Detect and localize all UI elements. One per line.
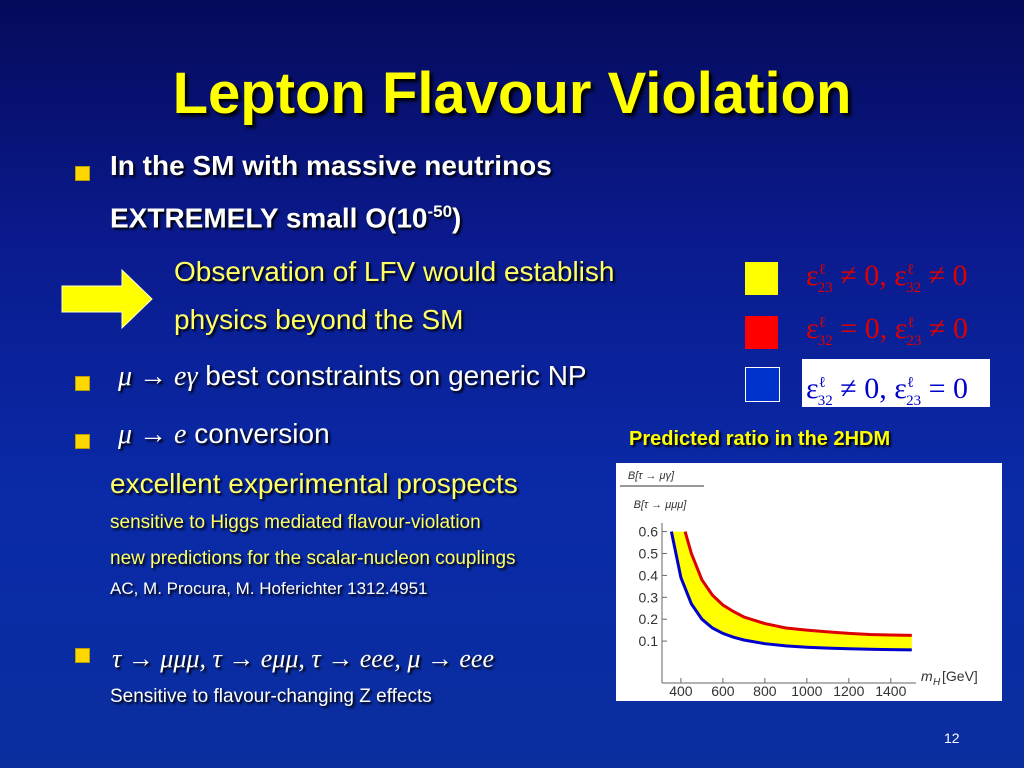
rel: ≠ 0, xyxy=(840,372,887,405)
bullet1-exponent: -50 xyxy=(427,202,453,221)
y-tick-label: 0.6 xyxy=(639,524,659,540)
bullet3-text: conversion xyxy=(194,418,330,449)
right-arrow-icon xyxy=(61,268,153,330)
x-tick-label: 1200 xyxy=(833,683,864,699)
sub: 23 xyxy=(817,280,833,296)
page-number: 12 xyxy=(944,730,960,746)
ratio-chart: 0.1 0.2 0.3 0.4 0.5 0.6 400 600 800 1000 1200 1400 B… xyxy=(620,470,978,699)
bullet1-line2-pre: EXTREMELY small O(10 xyxy=(110,202,428,234)
bullet-marker xyxy=(75,648,90,663)
eps: ε xyxy=(806,372,819,405)
rel: = 0 xyxy=(928,372,968,405)
legend-formula-2: εℓ32 = 0, εℓ23 ≠ 0 xyxy=(806,312,968,350)
y-axis-label-denominator: B[τ → μμμ] xyxy=(634,499,688,511)
bullet4-math: τ → μμμ, τ → eμμ, τ → eee, μ → eee xyxy=(112,643,494,674)
arrow-text-line1: Observation of LFV would establish xyxy=(174,256,615,287)
bullet1-line2-post: ) xyxy=(452,202,462,234)
legend-swatch-red xyxy=(745,316,778,349)
series-line-1 xyxy=(669,531,912,652)
sup: ℓ xyxy=(906,262,915,278)
band-area xyxy=(671,531,912,650)
x-axis-label-unit: [GeV] xyxy=(942,668,978,684)
bullet3-math: μ → e xyxy=(118,419,187,450)
rel: ≠ 0 xyxy=(928,259,968,292)
eps: ε xyxy=(894,259,907,292)
x-axis-label-subscript: H xyxy=(933,677,941,688)
sup: ℓ xyxy=(906,375,915,391)
y-axis-label-numerator: B[τ → μγ] xyxy=(628,470,675,482)
y-tick-label: 0.5 xyxy=(639,545,659,561)
y-tick-label: 0.4 xyxy=(639,567,659,583)
legend-formula-3: εℓ32 ≠ 0, εℓ23 = 0 xyxy=(802,359,990,409)
x-tick-label: 1400 xyxy=(875,683,906,699)
bullet1-line2: EXTREMELY small O(10-50) xyxy=(110,202,461,234)
x-tick-label: 600 xyxy=(711,683,735,699)
bullet4-text: Sensitive to flavour-changing Z effects xyxy=(110,686,432,707)
arrow-text-line2: physics beyond the SM xyxy=(174,304,464,335)
rel: ≠ 0, xyxy=(840,259,887,292)
chart-panel: 0.1 0.2 0.3 0.4 0.5 0.6 400 600 800 1000 1200 1400 B… xyxy=(616,463,1002,701)
sup: ℓ xyxy=(907,315,915,331)
eps: ε xyxy=(894,312,908,345)
bullet2-text: best constraints on generic NP xyxy=(205,360,587,391)
y-tick-label: 0.1 xyxy=(639,633,659,649)
x-axis-label-symbol: m xyxy=(921,668,933,684)
legend-swatch-yellow xyxy=(745,262,778,295)
y-tick-label: 0.3 xyxy=(639,589,659,605)
sub: 32 xyxy=(817,393,833,409)
x-tick-label: 1000 xyxy=(791,683,822,699)
legend-swatch-blue xyxy=(745,367,780,402)
bullet-marker xyxy=(75,376,90,391)
series-line-0 xyxy=(683,531,912,637)
bullet-marker xyxy=(75,434,90,449)
bullet3-sub-line4: AC, M. Procura, M. Hoferichter 1312.4951 xyxy=(110,579,428,598)
legend-formula-1: εℓ23 ≠ 0, εℓ32 ≠ 0 xyxy=(806,259,968,297)
sup: ℓ xyxy=(818,315,826,331)
bullet3-sub-line3: new predictions for the scalar-nucleon c… xyxy=(110,548,516,569)
sub: 23 xyxy=(906,393,922,409)
bullet2: μ → eγ best constraints on generic NP xyxy=(118,360,587,393)
eps: ε xyxy=(894,372,907,405)
bullet4-formula: τ → μμμ, τ → eμμ, τ → eee, μ → eee xyxy=(112,644,495,673)
sub: 32 xyxy=(906,280,922,296)
x-tick-label: 800 xyxy=(753,683,777,699)
chart-caption: Predicted ratio in the 2HDM xyxy=(629,428,891,450)
sup: ℓ xyxy=(818,375,826,391)
sub: 32 xyxy=(817,333,833,349)
rel: ≠ 0 xyxy=(929,312,968,345)
slide-title: Lepton Flavour Violation xyxy=(172,61,852,126)
bullet3-sub-line2: sensitive to Higgs mediated flavour-viol… xyxy=(110,512,481,533)
sup: ℓ xyxy=(818,262,826,278)
y-tick-label: 0.2 xyxy=(639,611,659,627)
bullet3-sub-line1: excellent experimental prospects xyxy=(110,468,518,499)
x-tick-label: 400 xyxy=(669,683,693,699)
eps: ε xyxy=(806,259,819,292)
rel: = 0, xyxy=(840,312,888,345)
eps: ε xyxy=(806,312,819,345)
sub: 23 xyxy=(906,333,922,349)
bullet3: μ → e conversion xyxy=(118,418,330,451)
bullet1-line1: In the SM with massive neutrinos xyxy=(110,150,552,181)
bullet-marker xyxy=(75,166,90,181)
bullet2-math: μ → eγ xyxy=(118,361,198,392)
